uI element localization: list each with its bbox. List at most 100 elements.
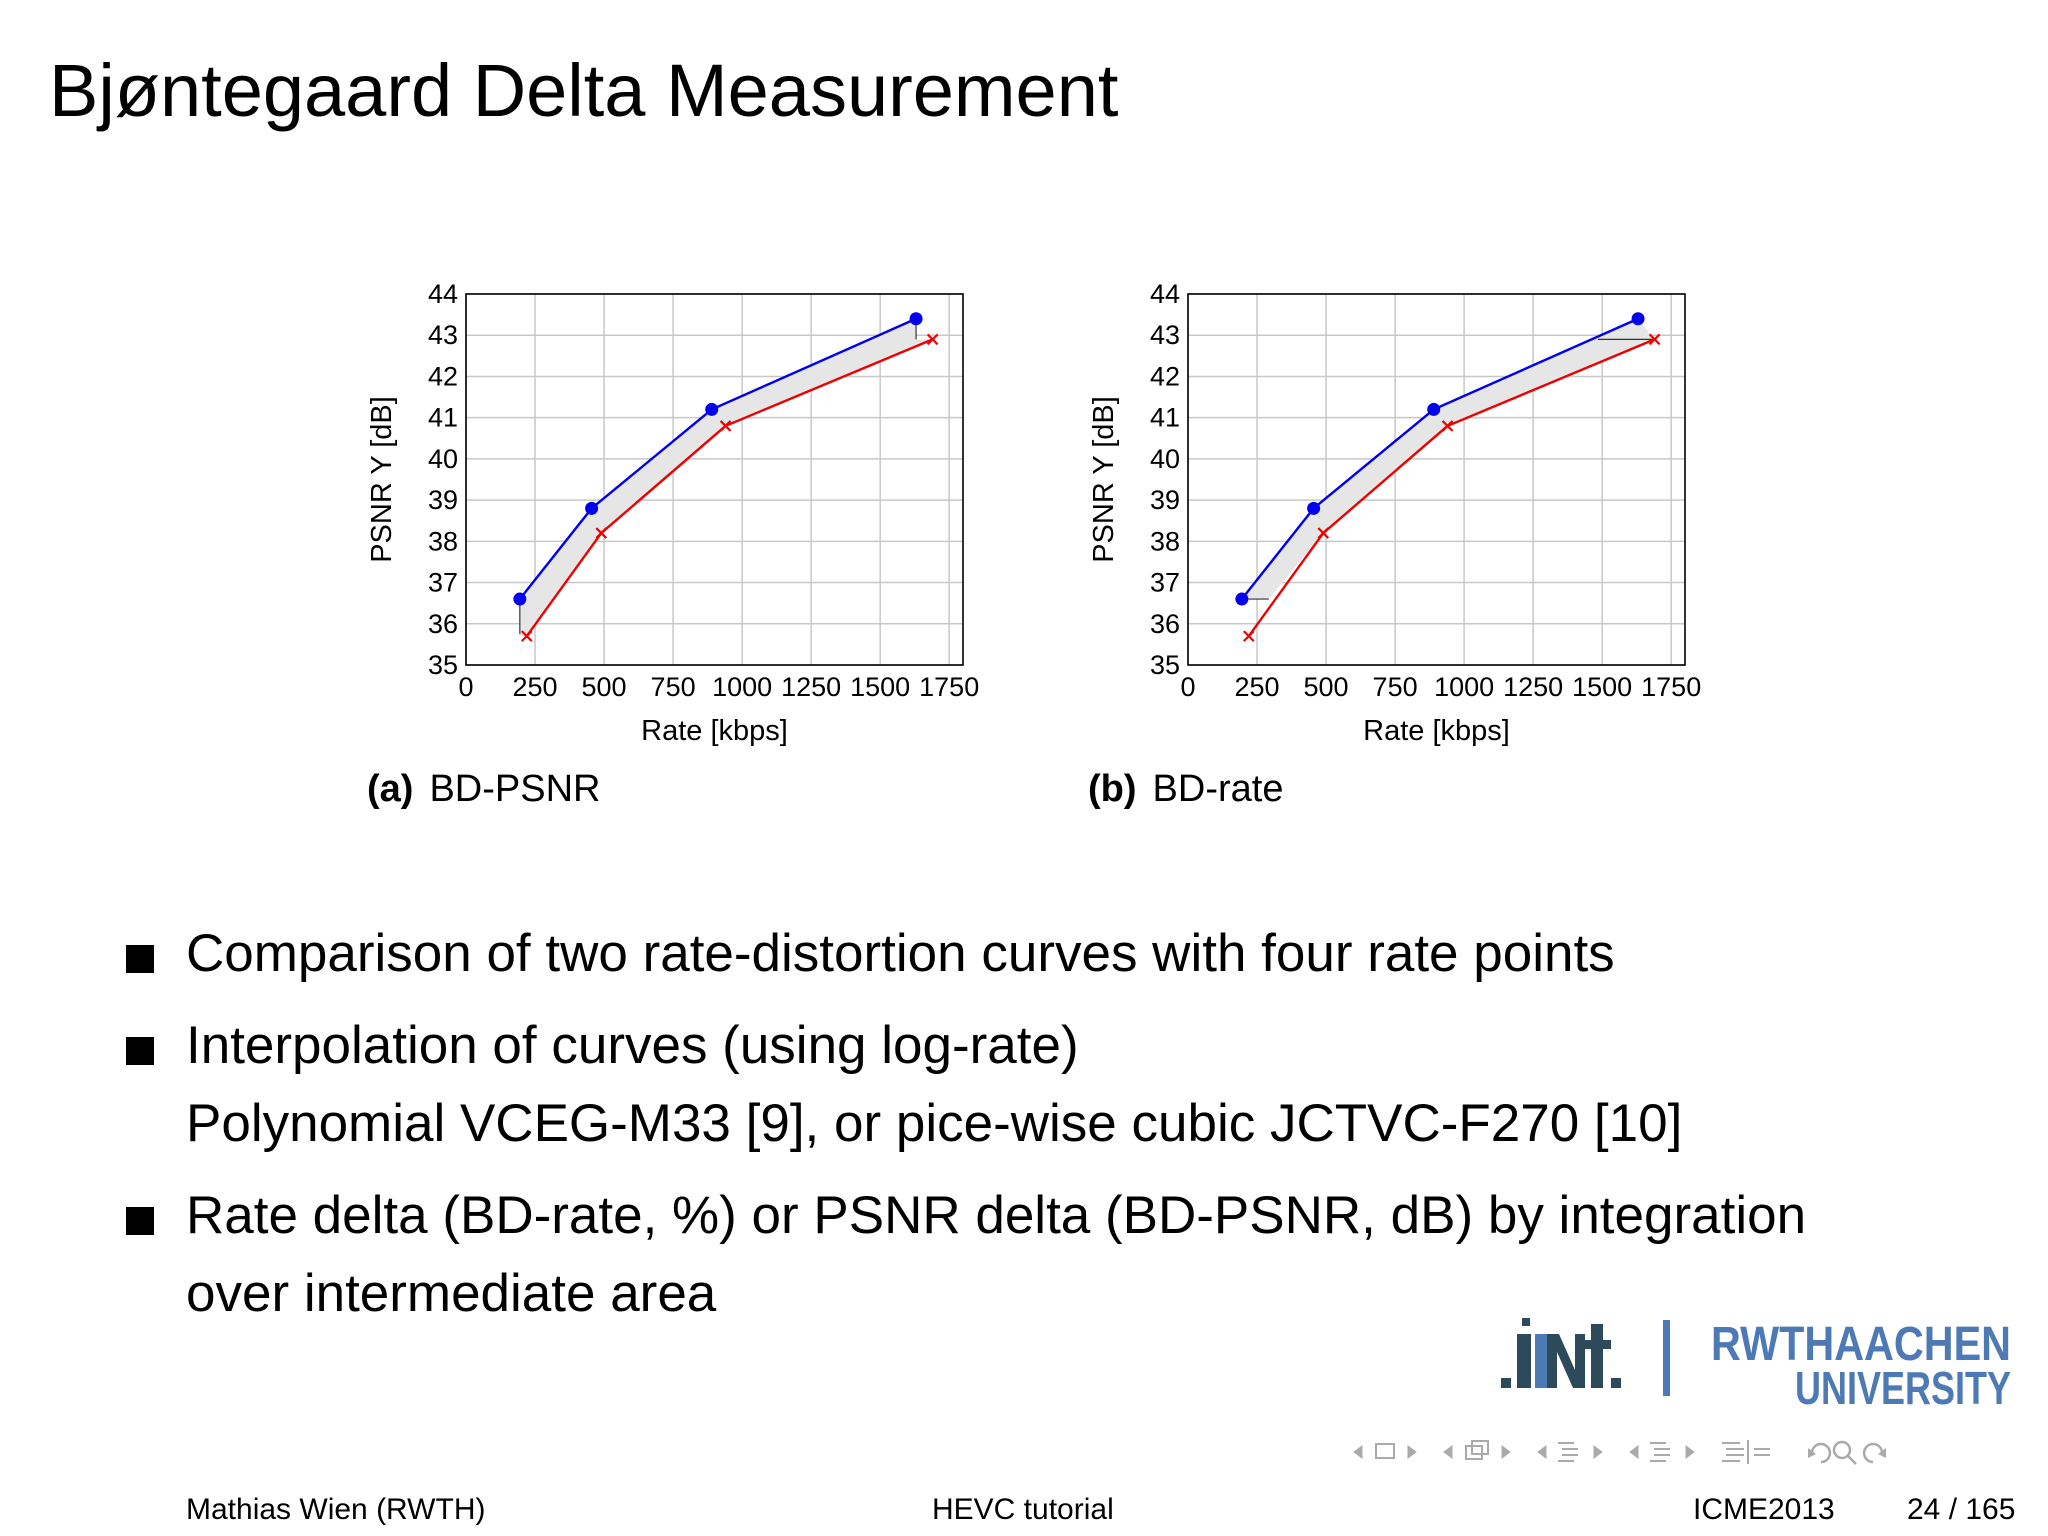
y-tick-label: 36 (1150, 609, 1180, 639)
y-tick-label: 35 (1150, 650, 1180, 680)
nav-prev-frame-icon[interactable] (1353, 1445, 1363, 1459)
nav-frame-group[interactable] (1353, 1443, 1417, 1459)
x-tick-label: 1500 (1572, 672, 1632, 702)
blue-data-point (705, 402, 719, 416)
bullet-square-icon (126, 945, 154, 973)
frame-icon (1375, 1443, 1395, 1459)
forward-icon[interactable] (1862, 1442, 1884, 1464)
y-tick-label: 37 (1150, 568, 1180, 598)
y-tick-label: 40 (428, 444, 458, 474)
logo-divider (1663, 1320, 1670, 1396)
x-tick-label: 500 (582, 672, 627, 702)
nav-next-part-icon[interactable] (1685, 1445, 1695, 1459)
part-lines-icon (1650, 1442, 1670, 1462)
blue-data-point (1235, 592, 1249, 606)
red-data-point (719, 420, 732, 432)
y-tick-label: 37 (428, 568, 458, 598)
y-tick-label: 42 (428, 361, 458, 391)
bullet-item: Interpolation of curves (using log-rate)… (120, 1007, 1940, 1163)
delta-area (1241, 318, 1655, 600)
bullet-item: Comparison of two rate-distortion curves… (120, 915, 1940, 993)
red-data-point (520, 630, 533, 642)
x-tick-label: 250 (512, 672, 557, 702)
footer-page-number: 24 / 165 (1907, 1493, 2016, 1526)
x-tick-label: 0 (1180, 672, 1195, 702)
y-tick-label: 35 (428, 650, 458, 680)
y-axis-title: PSNR Y [dB] (366, 396, 398, 563)
x-tick-label: 1000 (712, 672, 772, 702)
nav-prev-section-icon[interactable] (1537, 1445, 1547, 1459)
red-series-line (525, 338, 934, 637)
blue-data-point (585, 501, 599, 515)
bullet-2-line-2: Polynomial VCEG-M33 [9], or pice-wise cu… (186, 1094, 1683, 1153)
search-icon[interactable] (1832, 1440, 1852, 1460)
red-data-point (1242, 630, 1255, 642)
x-tick-label: 1250 (781, 672, 841, 702)
section-lines-icon (1558, 1442, 1578, 1462)
y-tick-label: 41 (428, 403, 458, 433)
nav-next-section-icon[interactable] (1593, 1445, 1603, 1459)
slide-title: Bjøntegaard Delta Measurement (49, 49, 1119, 132)
rwth-logo-line1: RWTHAACHEN (1711, 1318, 2011, 1371)
nav-subsection-group[interactable] (1443, 1440, 1511, 1460)
y-tick-label: 43 (1150, 320, 1180, 350)
appendix-icon[interactable] (1722, 1440, 1770, 1464)
nav-part-group[interactable] (1629, 1442, 1695, 1462)
x-tick-label: 1250 (1503, 672, 1563, 702)
bd-psnr-chart: 0 250 500 750 1000 1250 1500 1750 35 36 37 38 39 40 41… (350, 270, 1070, 790)
nav-section-group[interactable] (1537, 1442, 1603, 1462)
blue-data-point (513, 592, 527, 606)
y-tick-label: 41 (1150, 403, 1180, 433)
x-tick-label: 1500 (850, 672, 910, 702)
y-tick-label: 44 (1150, 279, 1180, 309)
bd-rate-chart: 0 250 500 750 1000 1250 1500 1750 35 36 37 38 39 40 41… (1072, 270, 1792, 790)
ient-logo (1501, 1318, 1621, 1388)
footer-title: HEVC tutorial (932, 1493, 1114, 1526)
blue-data-point (1427, 402, 1441, 416)
blue-data-point (1307, 501, 1321, 515)
x-tick-label: 750 (651, 672, 696, 702)
nav-symbols (1353, 1440, 1886, 1465)
footer-author: Mathias Wien (RWTH) (186, 1493, 486, 1526)
y-tick-label: 40 (1150, 444, 1180, 474)
y-tick-label: 39 (1150, 485, 1180, 515)
rwth-logo-line2: UNIVERSITY (1795, 1362, 2011, 1410)
nav-prev-subsection-icon[interactable] (1443, 1445, 1453, 1459)
y-tick-label: 38 (428, 526, 458, 556)
stacked-frames-icon (1465, 1445, 1483, 1460)
bullet-item: Rate delta (BD-rate, %) or PSNR delta (B… (120, 1177, 1940, 1333)
rwth-logo: RWTHAACHEN UNIVERSITY (1711, 1318, 2011, 1414)
nav-next-frame-icon[interactable] (1407, 1445, 1417, 1459)
y-axis-title: PSNR Y [dB] (1088, 396, 1120, 563)
blue-data-point (909, 312, 923, 326)
x-tick-label: 750 (1373, 672, 1418, 702)
x-axis-title: Rate [kbps] (641, 715, 788, 747)
bullet-3-line-2: over intermediate area (186, 1264, 717, 1323)
x-axis-title: Rate [kbps] (1363, 715, 1510, 747)
bullet-list: Comparison of two rate-distortion curves… (120, 915, 1940, 1347)
caption-a: (a) BD-PSNR (367, 768, 600, 811)
blue-data-point (1631, 312, 1645, 326)
bd-psnr-chart-svg: 0 250 500 750 1000 1250 1500 1750 35 36 37 38 39 40 41… (366, 279, 979, 747)
bullet-3-line-1: Rate delta (BD-rate, %) or PSNR delta (B… (186, 1186, 1807, 1245)
red-data-point (1317, 527, 1330, 539)
bullet-2-line-1: Interpolation of curves (using log-rate) (186, 1016, 1079, 1075)
caption-a-letter: (a) (367, 768, 414, 810)
y-tick-label: 39 (428, 485, 458, 515)
plot-frame (1187, 293, 1686, 666)
y-tick-label: 44 (428, 279, 458, 309)
y-tick-label: 42 (1150, 361, 1180, 391)
nav-next-subsection-icon[interactable] (1501, 1445, 1511, 1459)
back-icon[interactable] (1810, 1442, 1832, 1464)
red-data-point (595, 527, 608, 539)
x-tick-label: 500 (1304, 672, 1349, 702)
plot-frame (465, 293, 964, 666)
caption-a-text: BD-PSNR (429, 768, 601, 810)
footer-conference: ICME2013 (1693, 1493, 1835, 1526)
x-tick-label: 250 (1234, 672, 1279, 702)
red-data-point (1441, 420, 1454, 432)
logo-area: RWTHAACHEN UNIVERSITY (1495, 1310, 2015, 1414)
x-tick-label: 1000 (1434, 672, 1494, 702)
nav-prev-part-icon[interactable] (1629, 1445, 1639, 1459)
delta-area (519, 318, 933, 637)
